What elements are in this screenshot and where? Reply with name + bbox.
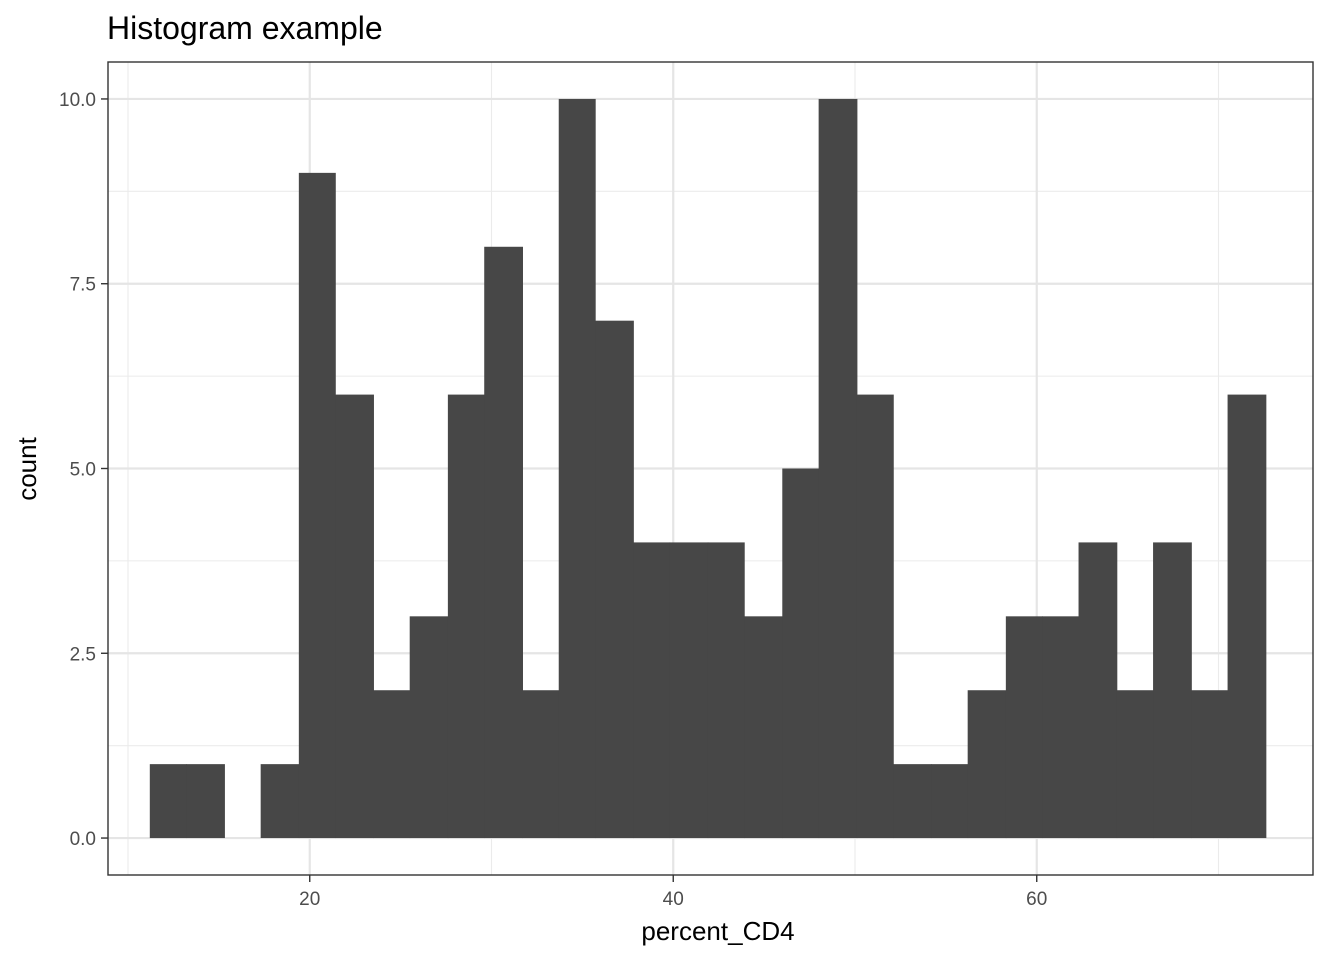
histogram-bar: [633, 542, 671, 839]
x-tick-label: 20: [299, 889, 320, 910]
histogram-bar: [931, 764, 969, 839]
y-tick-label: 2.5: [70, 644, 96, 665]
y-tick-label: 10.0: [59, 90, 96, 111]
histogram-bar: [669, 542, 709, 839]
histogram-bar: [260, 764, 300, 839]
histogram-bar: [522, 690, 560, 839]
histogram-bar: [335, 394, 374, 839]
histogram-bar: [893, 764, 932, 839]
histogram-bar: [447, 394, 485, 839]
histogram-bar: [1005, 616, 1043, 839]
histogram-bar: [707, 542, 745, 839]
histogram-bar: [1116, 690, 1154, 839]
y-tick-label: 5.0: [70, 460, 96, 481]
x-tick-label: 40: [663, 889, 684, 910]
histogram-bar: [373, 690, 411, 839]
y-axis: 0.0 2.5 5.0 7.5 10.0: [59, 90, 108, 850]
y-tick-label: 0.0: [70, 829, 96, 850]
histogram-bar: [558, 98, 596, 839]
histogram-bar: [818, 98, 858, 839]
histogram-bar: [744, 616, 783, 839]
histogram-bar: [1078, 542, 1118, 839]
histogram-bar: [186, 764, 225, 839]
x-axis-title: percent_CD4: [641, 916, 794, 946]
histogram-bar: [967, 690, 1007, 839]
histogram-bar: [1042, 616, 1080, 839]
histogram-bars: [149, 98, 1267, 839]
histogram-bar: [782, 468, 820, 839]
histogram-bar: [856, 394, 894, 839]
x-tick-label: 60: [1026, 889, 1047, 910]
chart-title: Histogram example: [107, 10, 383, 46]
histogram-bar: [1227, 394, 1267, 839]
histogram-bar: [149, 764, 187, 839]
y-tick-label: 7.5: [70, 275, 96, 296]
histogram-bar: [409, 616, 449, 839]
x-axis: 20 40 60: [299, 875, 1047, 910]
y-axis-title: count: [12, 436, 42, 500]
histogram-bar: [1153, 542, 1192, 839]
histogram-bar: [298, 172, 336, 839]
histogram-bar: [484, 246, 523, 839]
histogram-bar: [1191, 690, 1229, 839]
histogram-bar: [595, 320, 634, 839]
